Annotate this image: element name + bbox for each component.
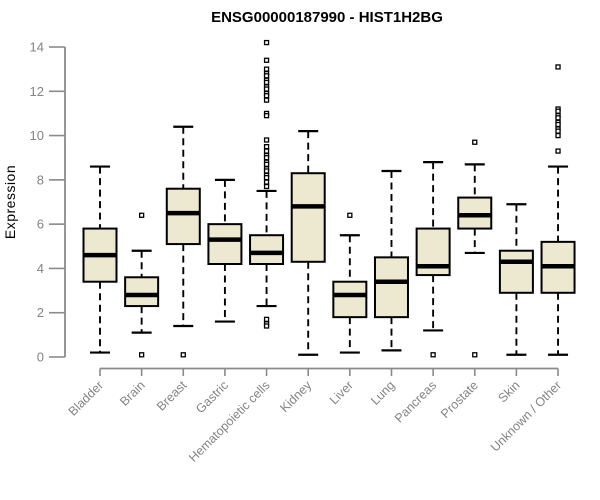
x-axis-label-bladder: Bladder: [66, 378, 106, 418]
outlier-point: [263, 148, 270, 154]
box-hematopoietic-cells: [249, 39, 285, 329]
y-tick-label: 4: [37, 261, 44, 276]
x-axis-label-lung: Lung: [368, 378, 398, 408]
box-liver: [332, 212, 368, 354]
x-axis-label-gastric: Gastric: [193, 378, 231, 416]
outlier-point: [263, 161, 270, 168]
box-kidney: [290, 130, 326, 356]
outlier-point: [555, 148, 561, 154]
outlier-point: [263, 93, 270, 99]
x-axis-label-unknown-other: Unknown / Other: [488, 378, 564, 454]
chart-title: ENSG00000187990 - HIST1H2BG: [211, 9, 443, 26]
iqr-box: [249, 234, 285, 265]
box-brain: [124, 212, 160, 358]
x-axis-label-hematopoietic-cells: Hematopoietic cells: [186, 378, 273, 465]
y-axis: 0 2 4 6 8 10 12 14: [30, 40, 66, 365]
iqr-box: [373, 256, 409, 319]
outlier-point: [472, 139, 478, 145]
outlier-point: [263, 57, 270, 63]
outlier-point: [138, 212, 145, 218]
x-axis-label-prostate: Prostate: [438, 378, 481, 421]
x-axis-label-liver: Liver: [327, 378, 356, 407]
outlier-point: [555, 115, 561, 121]
outlier-point: [263, 323, 270, 329]
box-bladder: [82, 165, 118, 354]
outlier-point: [347, 212, 353, 218]
outlier-point: [180, 352, 186, 358]
outlier-point: [263, 73, 270, 79]
outlier-point: [138, 352, 145, 358]
outlier-point: [263, 97, 270, 103]
outlier-point: [263, 183, 270, 190]
outlier-point: [263, 39, 270, 46]
outlier-point: [555, 108, 561, 114]
outlier-point: [263, 66, 270, 72]
box-gastric: [207, 178, 243, 323]
y-tick-label: 14: [30, 40, 44, 55]
box-breast: [165, 125, 201, 358]
x-axis-label-breast: Breast: [154, 378, 190, 414]
x-axis-label-brain: Brain: [117, 378, 148, 409]
boxplot-series: [82, 39, 576, 358]
outlier-point: [555, 121, 561, 128]
box-pancreas: [415, 161, 451, 358]
outlier-point: [555, 64, 561, 70]
outlier-point: [263, 137, 270, 143]
iqr-box: [124, 276, 160, 308]
y-axis-title: Expression: [2, 165, 18, 239]
outlier-point: [263, 155, 270, 161]
y-tick-label: 2: [37, 305, 44, 320]
outlier-point: [555, 132, 561, 139]
box-skin: [498, 203, 534, 356]
outlier-point: [430, 352, 436, 358]
outlier-point: [263, 316, 270, 323]
iqr-box: [290, 172, 326, 263]
y-tick-label: 6: [37, 217, 44, 232]
outlier-point: [263, 79, 270, 86]
outlier-point: [263, 86, 270, 92]
x-axis-label-pancreas: Pancreas: [392, 378, 439, 425]
outlier-point: [263, 174, 270, 181]
y-tick-label: 8: [37, 172, 44, 187]
outlier-point: [263, 168, 270, 174]
outlier-point: [263, 179, 270, 185]
outlier-point: [555, 128, 561, 134]
outlier-point: [472, 352, 478, 358]
x-axis-label-kidney: Kidney: [277, 378, 314, 415]
box-prostate: [457, 139, 493, 358]
y-tick-label: 0: [37, 350, 44, 365]
iqr-box: [498, 249, 534, 294]
y-tick-label: 10: [30, 128, 44, 143]
outlier-point: [263, 112, 270, 119]
iqr-box: [207, 223, 243, 265]
box-lung: [373, 169, 409, 352]
box-unknown-other: [540, 64, 576, 356]
x-axis-label-skin: Skin: [495, 378, 522, 405]
y-tick-label: 12: [30, 84, 44, 99]
iqr-box: [332, 280, 368, 319]
iqr-box: [165, 187, 201, 246]
outlier-point: [263, 143, 270, 150]
